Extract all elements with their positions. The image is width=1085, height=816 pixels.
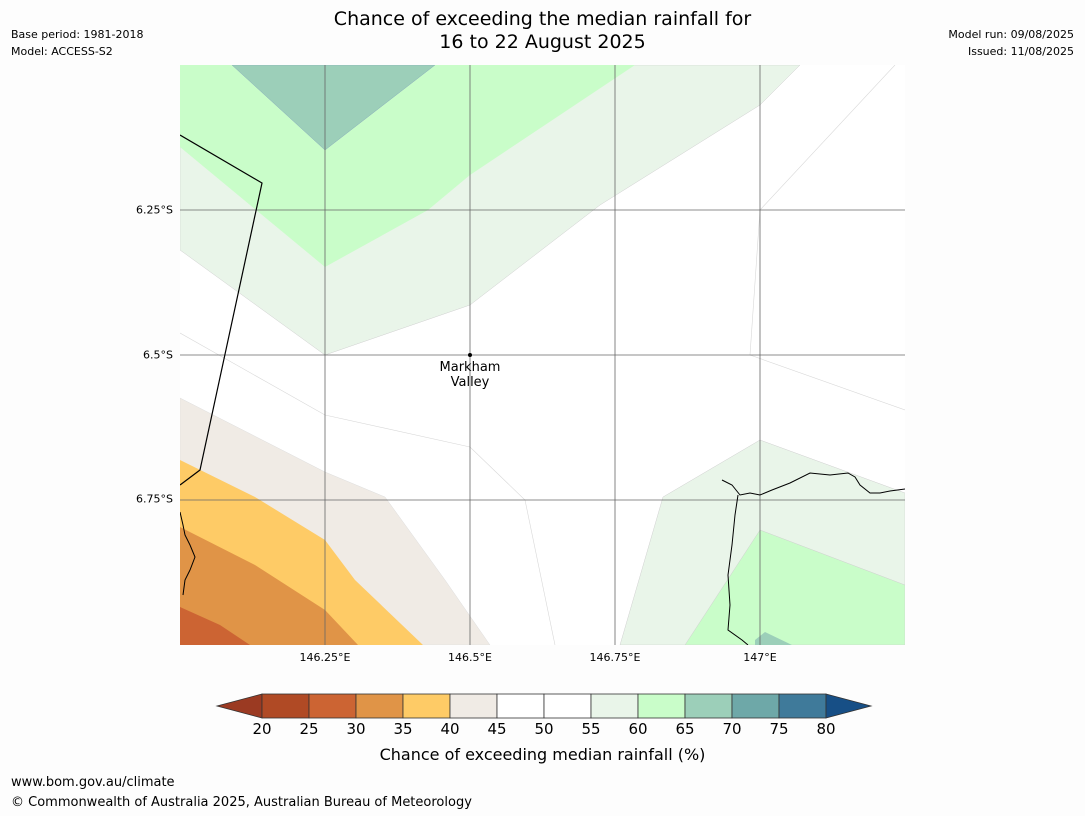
lat-label-675: 6.75°S xyxy=(136,492,173,506)
colorbar-swatch-70-75 xyxy=(731,693,780,719)
map-area[interactable] xyxy=(180,65,905,645)
lat-label-625: 6.25°S xyxy=(136,203,173,217)
colorbar-tick-label: 30 xyxy=(346,720,366,738)
colorbar-tick-label: 40 xyxy=(440,720,460,738)
model-run: Model run: 09/08/2025 xyxy=(948,28,1074,41)
title-line-2: 16 to 22 August 2025 xyxy=(439,31,646,53)
map-svg xyxy=(180,65,905,645)
colorbar-swatch-55-60 xyxy=(590,693,639,719)
coastline-east xyxy=(721,472,905,496)
colorbar-label: Chance of exceeding median rainfall (%) xyxy=(379,745,706,764)
colorbar-tick-label: 50 xyxy=(534,720,554,738)
colorbar-under-arrow xyxy=(215,693,263,719)
colorbar-tick-label: 65 xyxy=(675,720,695,738)
map-title: Chance of exceeding the median rainfall … xyxy=(0,8,1085,54)
colorbar-swatch-45-50 xyxy=(496,693,545,719)
base-period: Base period: 1981-2018 xyxy=(11,28,144,41)
colorbar-tick-label: 70 xyxy=(722,720,742,738)
colorbar-swatch-25-30 xyxy=(308,693,357,719)
gridlines xyxy=(180,65,905,645)
lon-label-14625: 146.25°E xyxy=(299,651,351,664)
colorbar-tick-label: 25 xyxy=(299,720,319,738)
place-label-line-1: Markham xyxy=(439,360,501,375)
region-30-35-southwest xyxy=(180,527,358,645)
lat-label-65: 6.5°S xyxy=(143,348,173,362)
colorbar-tick-label: 60 xyxy=(628,720,648,738)
colorbar-tick-label: 55 xyxy=(581,720,601,738)
footer-url[interactable]: www.bom.gov.au/climate xyxy=(11,775,175,790)
region-65-70-north xyxy=(231,65,436,151)
meta-right: Model run: 09/08/2025 Issued: 11/08/2025 xyxy=(948,26,1074,60)
colorbar-tick-label: 20 xyxy=(252,720,272,738)
place-marker[interactable] xyxy=(468,353,472,357)
river-east xyxy=(727,494,749,645)
colorbar-over-arrow xyxy=(825,693,873,719)
colorbar-swatch-40-45 xyxy=(449,693,498,719)
region-25-30-southwest xyxy=(180,607,250,645)
title-line-1: Chance of exceeding the median rainfall … xyxy=(333,8,752,30)
border-line xyxy=(180,134,263,486)
colorbar-swatch-35-40 xyxy=(402,693,451,719)
colorbar-tick-label: 80 xyxy=(816,720,836,738)
model-name: Model: ACCESS-S2 xyxy=(11,45,113,58)
lon-label-1465: 146.5°E xyxy=(448,651,492,664)
colorbar-swatch-20-25 xyxy=(261,693,310,719)
colorbar-swatch-75-80 xyxy=(778,693,827,719)
meta-left: Base period: 1981-2018 Model: ACCESS-S2 xyxy=(11,26,143,60)
colorbar-tick-label: 45 xyxy=(487,720,507,738)
colorbar-tick-label: 35 xyxy=(393,720,413,738)
issued-date: Issued: 11/08/2025 xyxy=(967,45,1074,58)
lon-label-147: 147°E xyxy=(743,651,777,664)
colorbar-swatch-50-55 xyxy=(543,693,592,719)
colorbar-swatch-30-35 xyxy=(355,693,404,719)
colorbar-swatch-65-70 xyxy=(684,693,733,719)
colorbar-tick-label: 75 xyxy=(769,720,789,738)
colorbar-swatch-60-65 xyxy=(637,693,686,719)
lon-label-14675: 146.75°E xyxy=(589,651,641,664)
place-label-line-2: Valley xyxy=(450,375,490,390)
place-label: Markham Valley xyxy=(440,360,501,390)
contour-line-2 xyxy=(749,354,905,411)
footer-copyright: © Commonwealth of Australia 2025, Austra… xyxy=(11,795,472,810)
region-65-70-southeast xyxy=(755,632,792,645)
coastline-west xyxy=(180,511,196,596)
region-60-65-southeast xyxy=(684,529,905,645)
